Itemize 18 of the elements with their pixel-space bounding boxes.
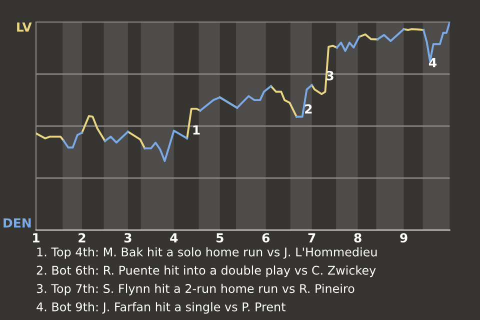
x-tick-label: 5 [216, 233, 224, 243]
text: 1. Top 4th: M. Bak hit a solo home run vs J. L'Hommedieu [37, 247, 377, 259]
x-tick-label: 2 [78, 233, 86, 242]
annotation: 4 [428, 58, 437, 68]
text: 3. Top 7th: S. Flynn hit a 2-run home run vs R. Pineiro [36, 284, 354, 296]
x-tick-label: 8 [354, 233, 362, 243]
text: DEN [4, 218, 31, 228]
x-tick-label: 6 [262, 233, 270, 243]
text: 4. Bot 9th: J. Farfan hit a single vs P. Prent [36, 302, 286, 314]
x-tick-label: 9 [400, 233, 408, 243]
x-tick-label: 1 [33, 233, 40, 242]
text: 2. Bot 6th: R. Puente hit into a double play vs C. Zwickey [36, 266, 376, 278]
text: LV [17, 22, 32, 32]
annotation: 2 [305, 104, 312, 114]
x-tick-label: 3 [124, 233, 132, 243]
x-tick-label: 7 [308, 233, 316, 242]
x-tick-label: 4 [170, 233, 178, 242]
annotation: 1 [193, 125, 200, 135]
